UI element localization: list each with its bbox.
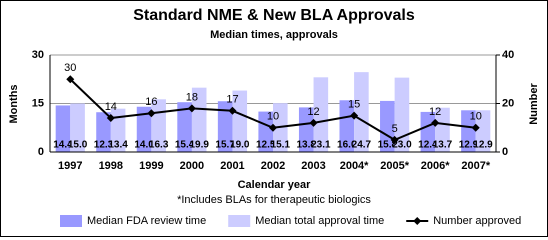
x-tick-label: 1999 xyxy=(139,160,163,172)
legend-marker xyxy=(413,217,422,225)
chart-title: Standard NME & New BLA Approvals xyxy=(133,7,415,24)
bar-value-label: 13.4 xyxy=(108,140,128,151)
bar xyxy=(475,110,491,152)
legend-swatch xyxy=(60,215,82,227)
line-marker xyxy=(187,104,196,113)
bar-value-label: 15.1 xyxy=(271,140,291,151)
bar-value-label: 23.1 xyxy=(311,140,331,151)
line-value-label: 10 xyxy=(470,111,482,123)
bar xyxy=(136,106,152,152)
line-value-label: 5 xyxy=(392,123,398,135)
bar xyxy=(258,111,273,152)
legend-label: Number approved xyxy=(433,215,521,227)
y2-tick-label: 40 xyxy=(502,49,514,61)
y2-axis-label: Number xyxy=(528,83,540,125)
bar xyxy=(435,107,450,152)
bar-value-label: 15.8 xyxy=(378,140,398,151)
line-marker xyxy=(106,114,115,123)
bar-value-label: 15.4 xyxy=(175,140,195,151)
bar-value-label: 23.0 xyxy=(392,140,412,151)
bar-value-label: 13.8 xyxy=(297,140,317,151)
bar-value-label: 16.3 xyxy=(149,140,169,151)
legend-label: Median total approval time xyxy=(255,215,384,227)
line-marker xyxy=(66,75,75,84)
bar xyxy=(380,100,395,152)
line-marker xyxy=(431,118,440,127)
line-value-label: 16 xyxy=(145,96,157,108)
line-value-label: 14 xyxy=(105,101,117,113)
x-axis-label: Calendar year xyxy=(238,179,311,191)
y2-tick-label: 0 xyxy=(502,146,508,158)
bar xyxy=(70,103,85,152)
bar xyxy=(461,110,476,152)
bar xyxy=(313,77,329,152)
line-marker xyxy=(471,123,480,132)
line-marker xyxy=(390,135,399,144)
line-value-label: 12 xyxy=(307,106,319,118)
bar xyxy=(217,101,233,152)
chart-subtitle: Median times, approvals xyxy=(210,29,338,41)
x-tick-label: 2007* xyxy=(461,160,490,172)
bar-value-label: 14.0 xyxy=(134,140,154,151)
bar xyxy=(55,105,71,152)
bar xyxy=(110,108,126,152)
line-marker xyxy=(228,106,237,115)
bar-value-label: 12.5 xyxy=(256,140,276,151)
bar xyxy=(420,111,436,152)
legend-label: Median FDA review time xyxy=(87,215,206,227)
y-tick-label: 30 xyxy=(32,49,44,61)
x-tick-label: 2006* xyxy=(421,160,450,172)
y-tick-label: 15 xyxy=(32,97,44,109)
y2-tick-label: 20 xyxy=(502,97,514,109)
footnote: *Includes BLAs for therapeutic biologics xyxy=(177,194,371,206)
bar-value-label: 15.7 xyxy=(215,140,235,151)
bar xyxy=(96,112,111,152)
line-value-label: 12 xyxy=(429,106,441,118)
bar-value-label: 12.3 xyxy=(94,140,114,151)
bar-value-label: 12.9 xyxy=(473,140,493,151)
bar xyxy=(232,90,248,152)
bar xyxy=(298,107,314,152)
bar xyxy=(354,72,369,152)
legend-swatch xyxy=(228,215,251,227)
line-marker xyxy=(350,111,359,120)
x-tick-label: 2001 xyxy=(220,160,244,172)
x-tick-label: 2003 xyxy=(301,160,325,172)
x-tick-label: 2004* xyxy=(340,160,369,172)
line-marker xyxy=(147,109,156,118)
bar-value-label: 14.4 xyxy=(53,140,73,151)
x-tick-label: 2002 xyxy=(261,160,285,172)
line-marker xyxy=(269,123,277,132)
x-tick-label: 1998 xyxy=(99,160,123,172)
x-tick-label: 2005* xyxy=(380,160,409,172)
bar-value-label: 19.0 xyxy=(230,140,250,151)
line-value-label: 15 xyxy=(348,99,360,111)
line-marker xyxy=(309,118,318,127)
bar-value-label: 24.7 xyxy=(352,140,372,151)
bar xyxy=(177,102,192,152)
line-value-label: 17 xyxy=(226,94,238,106)
bar-value-label: 16.0 xyxy=(337,140,357,151)
bar-value-label: 12.4 xyxy=(418,140,438,151)
bar-value-label: 13.7 xyxy=(433,140,453,151)
bar-value-label: 12.9 xyxy=(459,140,479,151)
bar xyxy=(191,87,207,152)
line-value-label: 10 xyxy=(267,111,279,123)
line-value-label: 18 xyxy=(186,91,198,103)
x-tick-label: 1997 xyxy=(58,160,82,172)
bar xyxy=(394,77,410,152)
bar-value-label: 15.0 xyxy=(68,140,88,151)
line-value-label: 30 xyxy=(64,62,76,74)
y-tick-label: 0 xyxy=(38,146,44,158)
bar-value-label: 19.9 xyxy=(189,140,209,151)
bar xyxy=(339,100,355,152)
x-tick-label: 2000 xyxy=(180,160,204,172)
y-axis-label: Months xyxy=(8,84,20,123)
